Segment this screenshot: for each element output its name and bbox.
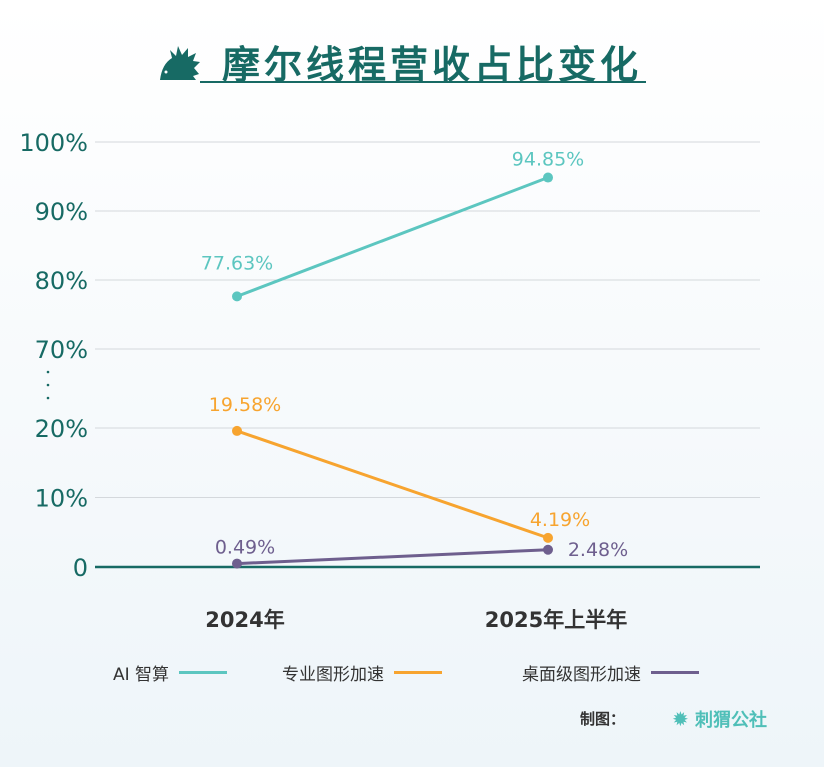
chart-title: 摩尔线程营收占比变化 xyxy=(222,43,643,87)
data-label: 0.49% xyxy=(215,537,275,559)
x-tick-label: 2024年 xyxy=(205,608,284,632)
legend-label: AI 智算 xyxy=(113,665,170,685)
axis-break-dot xyxy=(46,383,50,387)
axis-break-dot xyxy=(46,396,50,400)
legend-item-pro-graphics: 专业图形加速 xyxy=(282,660,442,685)
line-chart: 100% 90% 80% 70% 20% 10% 0 2024年 2025年上半年 77.63% 9… xyxy=(19,129,760,632)
data-point xyxy=(543,172,553,183)
y-tick-label: 70% xyxy=(35,336,88,364)
brand-text: 刺猬公社 xyxy=(695,710,768,731)
y-tick-label: 100% xyxy=(19,129,88,157)
legend-swatch xyxy=(651,671,699,674)
legend-swatch xyxy=(394,671,442,674)
y-tick-label: 20% xyxy=(35,415,88,443)
series-line xyxy=(236,176,549,298)
axis-break-dot xyxy=(46,370,50,374)
y-tick-label: 0 xyxy=(73,554,88,582)
data-point xyxy=(232,291,242,302)
data-label: 4.19% xyxy=(530,509,590,531)
legend-item-ai: AI 智算 xyxy=(113,660,228,685)
legend-swatch xyxy=(179,671,228,674)
y-tick-label: 80% xyxy=(35,267,88,295)
credit-label: 制图： xyxy=(580,710,626,728)
legend-item-desktop-graphics: 桌面级图形加速 xyxy=(522,660,699,685)
legend-label: 桌面级图形加速 xyxy=(522,665,641,685)
data-label: 94.85% xyxy=(512,149,584,171)
data-point xyxy=(543,544,553,555)
x-tick-label: 2025年上半年 xyxy=(485,608,627,632)
title-underline xyxy=(200,81,646,83)
series-line xyxy=(236,548,549,566)
credit-brand: ✹ 刺猬公社 xyxy=(672,707,768,731)
data-point xyxy=(232,558,242,569)
legend-label: 专业图形加速 xyxy=(282,665,384,685)
data-label: 19.58% xyxy=(209,394,281,416)
data-point xyxy=(232,425,242,436)
data-point xyxy=(543,532,553,543)
y-tick-label: 90% xyxy=(35,198,88,226)
data-label: 77.63% xyxy=(201,252,273,274)
y-tick-label: 10% xyxy=(35,485,88,513)
data-label: 2.48% xyxy=(568,539,628,561)
hedgehog-logo-icon xyxy=(158,46,200,86)
series-line xyxy=(236,429,549,540)
